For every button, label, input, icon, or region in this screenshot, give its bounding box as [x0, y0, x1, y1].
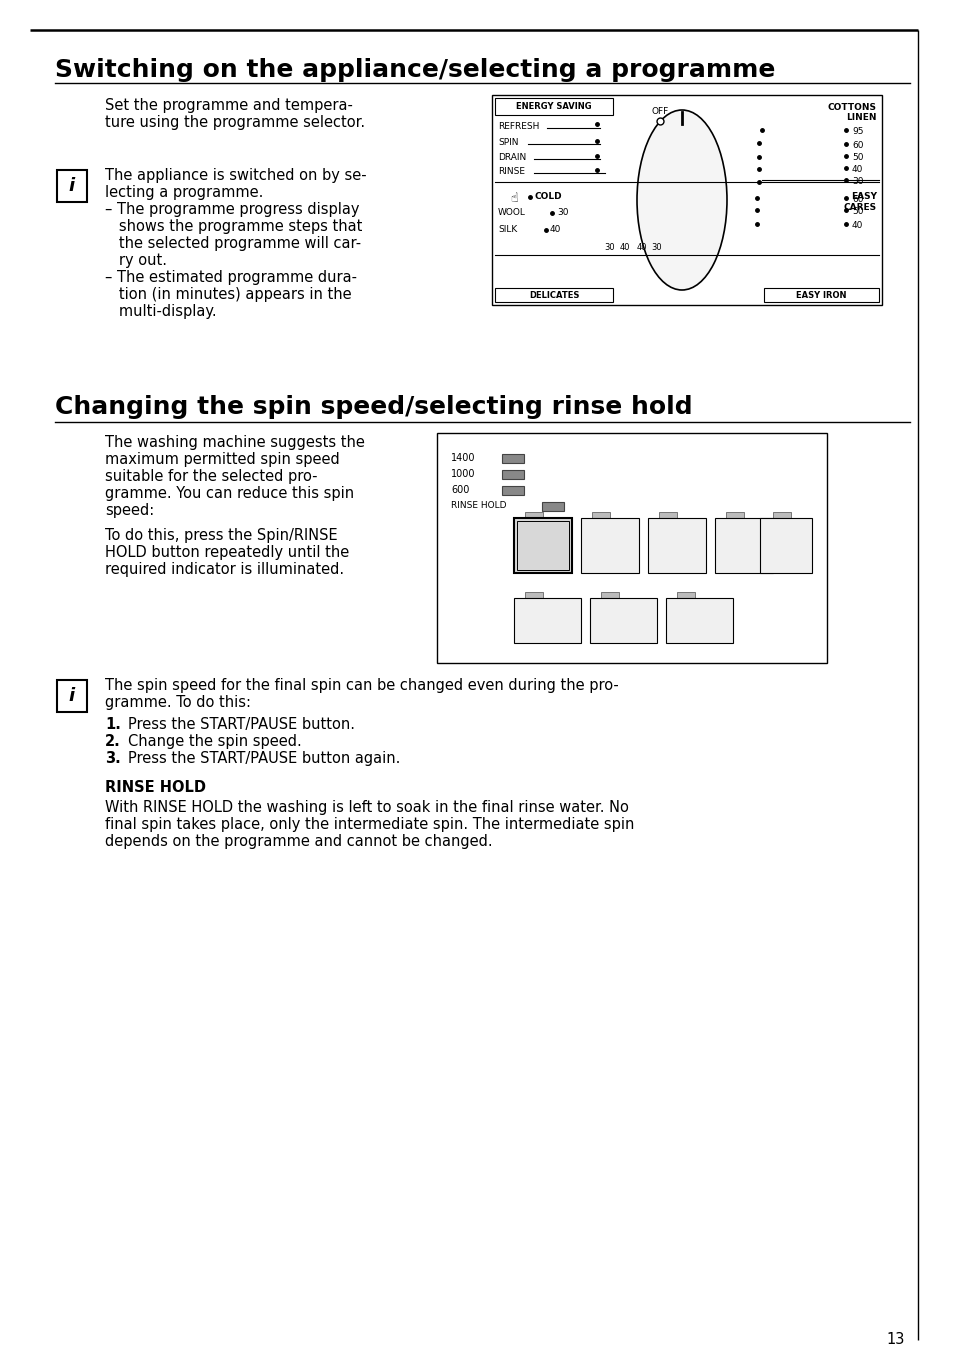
Text: 3.: 3. [105, 750, 121, 767]
Text: Press the START/PAUSE button.: Press the START/PAUSE button. [128, 717, 355, 731]
Text: ☝: ☝ [510, 192, 517, 206]
Text: speed:: speed: [105, 503, 154, 518]
Bar [514, 598, 580, 644]
Text: 40: 40 [619, 243, 630, 251]
Bar [677, 592, 695, 599]
Bar [436, 433, 826, 662]
Bar [492, 95, 882, 306]
Bar [524, 592, 542, 599]
Text: Set the programme and tempera-: Set the programme and tempera- [105, 97, 353, 114]
Text: 30: 30 [851, 177, 862, 187]
Bar [647, 518, 705, 573]
Text: 1.: 1. [105, 717, 121, 731]
Text: 13: 13 [885, 1332, 904, 1347]
Text: required indicator is illuminated.: required indicator is illuminated. [105, 562, 344, 577]
Text: 1000: 1000 [451, 469, 475, 479]
Bar [501, 454, 523, 462]
Text: lecting a programme.: lecting a programme. [105, 185, 263, 200]
Text: HOLD button repeatedly until the: HOLD button repeatedly until the [105, 545, 349, 560]
Bar [501, 470, 523, 479]
Text: 95: 95 [851, 127, 862, 137]
Text: 1400: 1400 [451, 453, 475, 462]
Text: LINEN: LINEN [845, 114, 876, 122]
Bar [725, 512, 743, 519]
Text: EASY: EASY [850, 192, 876, 201]
Ellipse shape [637, 110, 726, 289]
Bar [592, 512, 609, 519]
Text: i: i [69, 177, 75, 195]
Text: 40: 40 [636, 243, 646, 251]
Text: shows the programme steps that: shows the programme steps that [105, 219, 362, 234]
Text: 30: 30 [604, 243, 615, 251]
Text: 40: 40 [851, 165, 862, 174]
Bar [580, 518, 639, 573]
Bar [665, 598, 732, 644]
Text: REFRESH: REFRESH [497, 122, 538, 131]
Bar [495, 97, 613, 115]
Text: tion (in minutes) appears in the: tion (in minutes) appears in the [105, 287, 352, 301]
Text: gramme. You can reduce this spin: gramme. You can reduce this spin [105, 485, 354, 502]
Text: RINSE HOLD: RINSE HOLD [105, 780, 206, 795]
Text: SPIN: SPIN [497, 138, 518, 147]
Bar [772, 512, 790, 519]
Bar [57, 680, 87, 713]
Bar [714, 518, 772, 573]
Bar [600, 592, 618, 599]
Text: With RINSE HOLD the washing is left to soak in the final rinse water. No: With RINSE HOLD the washing is left to s… [105, 800, 628, 815]
Text: 40: 40 [550, 224, 560, 234]
Text: 50: 50 [851, 207, 862, 216]
Text: OFF: OFF [651, 107, 668, 116]
Text: SILK: SILK [497, 224, 517, 234]
Text: CARES: CARES [843, 203, 876, 212]
Bar [760, 518, 811, 573]
Text: depends on the programme and cannot be changed.: depends on the programme and cannot be c… [105, 834, 492, 849]
Text: Switching on the appliance/selecting a programme: Switching on the appliance/selecting a p… [55, 58, 775, 82]
Text: final spin takes place, only the intermediate spin. The intermediate spin: final spin takes place, only the interme… [105, 817, 634, 831]
Bar [495, 288, 613, 301]
Text: – The estimated programme dura-: – The estimated programme dura- [105, 270, 356, 285]
Text: COLD: COLD [535, 192, 562, 201]
Text: 600: 600 [451, 485, 469, 495]
Text: 40: 40 [851, 220, 862, 230]
Bar [514, 518, 572, 573]
Bar [589, 598, 657, 644]
Text: – The programme progress display: – The programme progress display [105, 201, 359, 218]
Text: RINSE HOLD: RINSE HOLD [451, 502, 506, 510]
Bar [501, 485, 523, 495]
Text: 30: 30 [651, 243, 661, 251]
Text: Change the spin speed.: Change the spin speed. [128, 734, 301, 749]
Bar [659, 512, 677, 519]
Text: DRAIN: DRAIN [497, 153, 526, 162]
Text: suitable for the selected pro-: suitable for the selected pro- [105, 469, 317, 484]
Text: i: i [69, 687, 75, 704]
Text: the selected programme will car-: the selected programme will car- [105, 237, 361, 251]
Text: RINSE: RINSE [497, 168, 524, 176]
Text: gramme. To do this:: gramme. To do this: [105, 695, 251, 710]
Bar [57, 170, 87, 201]
Text: Press the START/PAUSE button again.: Press the START/PAUSE button again. [128, 750, 400, 767]
Text: ture using the programme selector.: ture using the programme selector. [105, 115, 365, 130]
Text: 50: 50 [851, 153, 862, 162]
Text: 60: 60 [851, 195, 862, 204]
Text: DELICATES: DELICATES [528, 291, 578, 300]
Text: COTTONS: COTTONS [827, 103, 876, 112]
Text: multi-display.: multi-display. [105, 304, 216, 319]
Text: EASY IRON: EASY IRON [796, 291, 846, 300]
Bar [517, 521, 568, 571]
Text: Changing the spin speed/selecting rinse hold: Changing the spin speed/selecting rinse … [55, 395, 692, 419]
Text: 30: 30 [557, 208, 568, 218]
Text: WOOL: WOOL [497, 208, 525, 218]
Text: 2.: 2. [105, 734, 121, 749]
Bar [541, 502, 563, 511]
Text: ENERGY SAVING: ENERGY SAVING [516, 101, 591, 111]
Text: maximum permitted spin speed: maximum permitted spin speed [105, 452, 339, 466]
Bar [763, 288, 878, 301]
Text: ry out.: ry out. [105, 253, 167, 268]
Bar [524, 512, 542, 519]
Text: The washing machine suggests the: The washing machine suggests the [105, 435, 364, 450]
Text: The appliance is switched on by se-: The appliance is switched on by se- [105, 168, 366, 183]
Text: 60: 60 [851, 141, 862, 150]
Text: The spin speed for the final spin can be changed even during the pro-: The spin speed for the final spin can be… [105, 677, 618, 694]
Text: To do this, press the Spin/RINSE: To do this, press the Spin/RINSE [105, 529, 337, 544]
